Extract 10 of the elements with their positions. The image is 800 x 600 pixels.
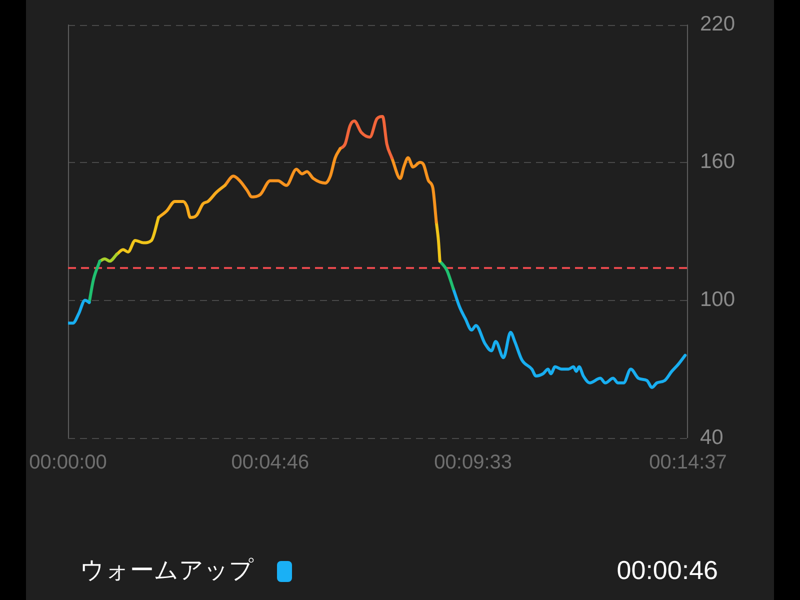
text: ウォームアップ [80, 557, 254, 586]
y-tick-label: 40 [700, 426, 724, 449]
y-tick-label: 100 [700, 288, 736, 311]
y-tick-label: 220 [700, 12, 736, 36]
x-tick-label: 00:09:33 [434, 452, 512, 474]
x-tick-label: 00:00:00 [29, 452, 107, 474]
text: 00:00:46 [616, 555, 718, 586]
x-tick-label: 00:14:37 [649, 452, 727, 474]
y-tick-label: 160 [700, 150, 736, 174]
x-tick-label: 00:04:46 [231, 452, 310, 474]
